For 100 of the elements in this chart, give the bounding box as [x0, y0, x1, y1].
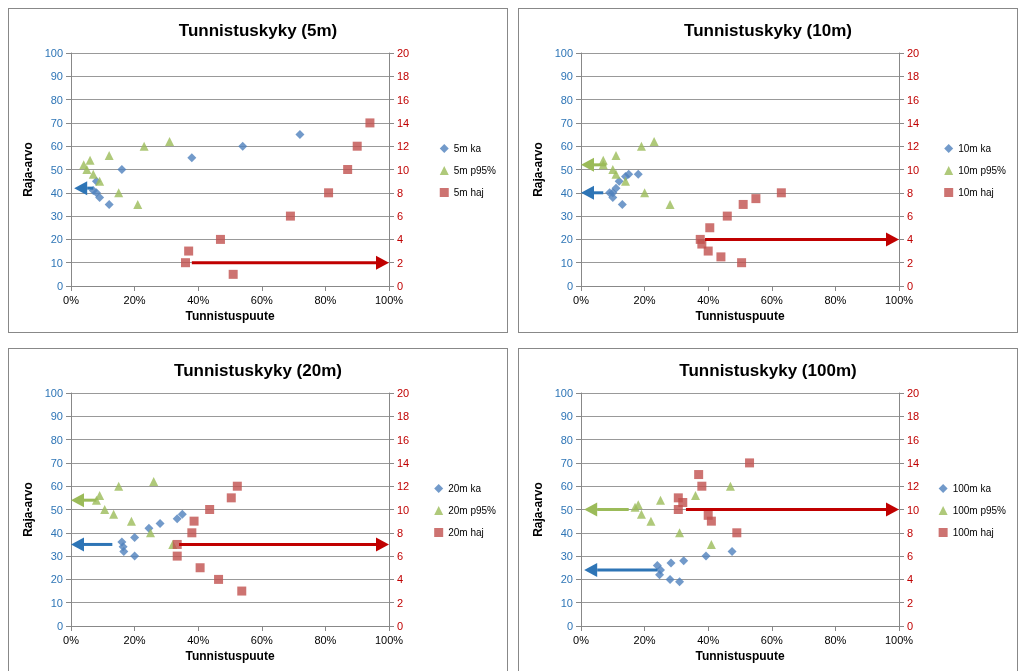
y2-tick-label: 18 [397, 410, 410, 423]
y2-tick-label: 18 [397, 70, 410, 83]
x-axis-title: Tunnistuspuute [695, 649, 785, 663]
y2-tick-label: 0 [397, 620, 404, 632]
y-tick-label: 40 [50, 186, 63, 199]
y2-tick-label: 6 [907, 550, 914, 563]
y-axis-title: Raja-arvo [20, 142, 35, 197]
y-tick-label: 60 [50, 140, 63, 153]
y2-tick-label: 10 [397, 503, 410, 516]
y-tick-label: 0 [566, 620, 573, 632]
y2-tick-label: 8 [397, 186, 404, 199]
legend-label: 5m ka [453, 143, 482, 154]
y2-tick-label: 16 [907, 93, 920, 106]
y-tick-label: 0 [56, 280, 63, 292]
x-tick-label: 60% [760, 293, 784, 306]
y-tick-label: 10 [560, 596, 573, 609]
x-tick-label: 0% [573, 293, 590, 306]
x-tick-label: 60% [760, 633, 784, 646]
x-tick-label: 40% [697, 633, 720, 646]
y2-tick-label: 20 [397, 47, 410, 59]
y-tick-label: 80 [50, 433, 63, 446]
y-tick-label: 40 [50, 526, 63, 539]
y2-tick-label: 4 [907, 573, 914, 586]
x-tick-label: 100% [374, 633, 404, 646]
y-tick-label: 50 [560, 503, 573, 516]
legend-label: 20m haj [448, 527, 484, 538]
y2-tick-label: 6 [397, 550, 404, 563]
y-tick-label: 70 [50, 456, 63, 469]
y-tick-label: 100 [44, 387, 63, 399]
y-tick-label: 30 [560, 210, 573, 223]
y2-tick-label: 8 [397, 526, 404, 539]
y-tick-label: 70 [560, 456, 573, 469]
y2-tick-label: 2 [907, 256, 914, 269]
y2-tick-label: 20 [907, 387, 920, 399]
y-tick-label: 70 [560, 116, 573, 129]
legend-label: 10m p95% [958, 165, 1007, 176]
y2-tick-label: 12 [397, 480, 410, 493]
x-tick-label: 40% [697, 293, 720, 306]
y2-tick-label: 12 [907, 140, 920, 153]
y2-tick-label: 0 [907, 620, 914, 632]
x-tick-label: 20% [633, 633, 656, 646]
legend-label: 5m p95% [453, 165, 497, 176]
y2-tick-label: 12 [397, 140, 410, 153]
y2-tick-label: 4 [397, 573, 404, 586]
y-tick-label: 0 [56, 620, 63, 632]
legend-label: 5m haj [453, 187, 484, 198]
x-tick-label: 0% [63, 633, 80, 646]
y-tick-label: 20 [50, 573, 63, 586]
y-tick-label: 100 [554, 387, 573, 399]
y2-tick-label: 14 [397, 456, 410, 469]
y2-tick-label: 4 [397, 233, 404, 246]
y-tick-label: 90 [50, 70, 63, 83]
y2-tick-label: 6 [907, 210, 914, 223]
y-tick-label: 100 [44, 47, 63, 59]
y2-tick-label: 2 [397, 256, 404, 269]
y-tick-label: 20 [560, 573, 573, 586]
x-axis-title: Tunnistuspuute [185, 309, 275, 323]
y2-tick-label: 0 [397, 280, 404, 292]
x-tick-label: 0% [63, 293, 80, 306]
x-tick-label: 40% [187, 293, 210, 306]
x-tick-label: 100% [884, 633, 914, 646]
y-tick-label: 60 [560, 480, 573, 493]
y-tick-label: 90 [560, 410, 573, 423]
legend-label: 10m haj [958, 187, 994, 198]
chart-title: Tunnistuskyky (20m) [174, 361, 342, 380]
x-tick-label: 20% [123, 293, 146, 306]
y-tick-label: 50 [560, 163, 573, 176]
y2-tick-label: 2 [907, 596, 914, 609]
x-tick-label: 80% [824, 633, 847, 646]
y-tick-label: 90 [50, 410, 63, 423]
y-tick-label: 100 [554, 47, 573, 59]
x-tick-label: 80% [824, 293, 847, 306]
y-tick-label: 60 [560, 140, 573, 153]
legend-label: 10m ka [958, 143, 992, 154]
chart-title: Tunnistuskyky (5m) [178, 21, 338, 40]
y2-tick-label: 18 [907, 410, 920, 423]
y-axis-title: Raja-arvo [530, 142, 545, 197]
y-tick-label: 10 [50, 596, 63, 609]
y2-tick-label: 14 [397, 116, 410, 129]
y2-tick-label: 16 [907, 433, 920, 446]
y2-tick-label: 10 [907, 503, 920, 516]
y2-tick-label: 6 [397, 210, 404, 223]
y2-tick-label: 2 [397, 596, 404, 609]
y2-tick-label: 4 [907, 233, 914, 246]
x-axis-title: Tunnistuspuute [695, 309, 785, 323]
x-tick-label: 80% [314, 633, 337, 646]
y-tick-label: 50 [50, 503, 63, 516]
y2-tick-label: 8 [907, 186, 914, 199]
y-axis-title: Raja-arvo [530, 482, 545, 537]
y2-tick-label: 14 [907, 456, 920, 469]
legend-label: 20m ka [448, 483, 482, 494]
x-tick-label: 20% [633, 293, 656, 306]
x-tick-label: 100% [884, 293, 914, 306]
y-tick-label: 20 [50, 233, 63, 246]
y-tick-label: 80 [560, 433, 573, 446]
legend-label: 100m ka [952, 483, 992, 494]
chart-title: Tunnistuskyky (100m) [679, 361, 857, 380]
y-axis-title: Raja-arvo [20, 482, 35, 537]
legend-label: 100m p95% [952, 505, 1007, 516]
x-tick-label: 100% [374, 293, 404, 306]
